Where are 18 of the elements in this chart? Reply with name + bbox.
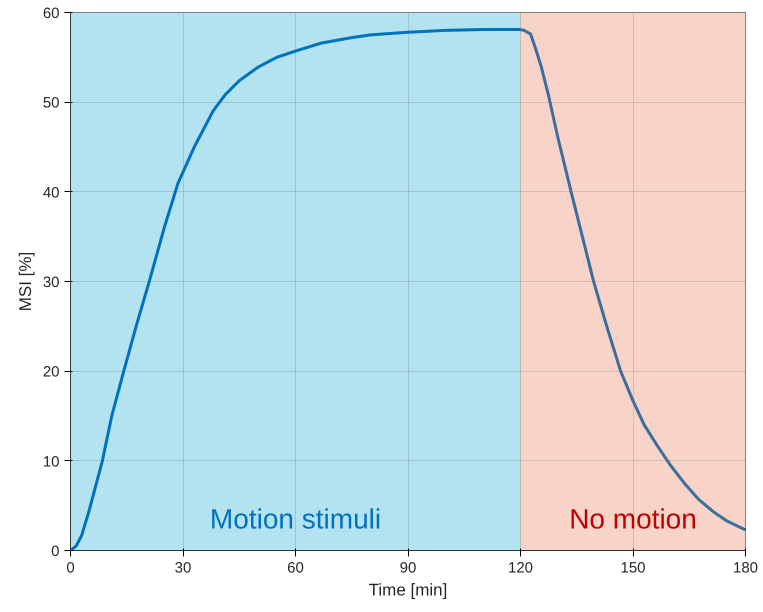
band-label: Motion stimuli — [210, 503, 382, 534]
y-tick-label: 20 — [42, 364, 60, 381]
y-tick-label: 50 — [42, 94, 60, 112]
x-tick-label: 30 — [174, 560, 192, 576]
x-tick-label: 0 — [66, 560, 75, 576]
y-tick-label: 30 — [42, 274, 60, 291]
y-tick-label: 10 — [42, 453, 60, 470]
y-tick-label: 0 — [51, 543, 60, 560]
x-tick-label: 90 — [400, 560, 416, 576]
y-axis-title: MSI [%] — [16, 252, 35, 312]
y-tick-label: 40 — [42, 184, 60, 202]
x-tick-label: 120 — [508, 560, 534, 576]
x-tick-label: 60 — [287, 560, 304, 576]
x-tick-label: 180 — [732, 560, 758, 576]
y-tick-label: 60 — [42, 5, 60, 22]
x-axis-title: Time [min] — [368, 580, 448, 600]
band-label: No motion — [569, 503, 697, 534]
x-tick-label: 150 — [620, 560, 646, 576]
